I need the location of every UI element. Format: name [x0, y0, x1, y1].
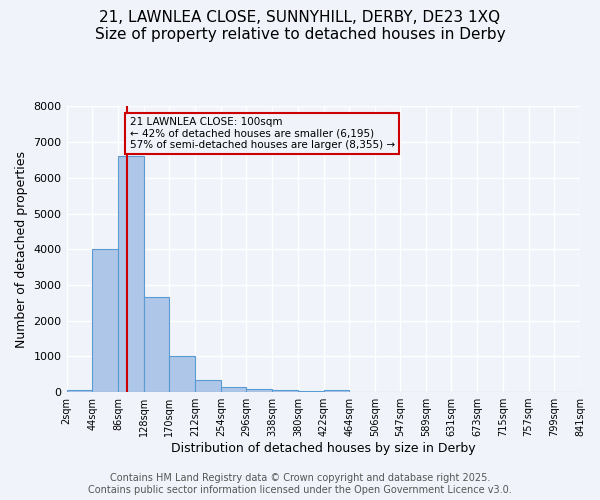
- Bar: [143, 298, 169, 392]
- Bar: [298, 391, 323, 392]
- Bar: [323, 390, 349, 392]
- Bar: [92, 249, 118, 392]
- Bar: [169, 356, 195, 392]
- Text: 21 LAWNLEA CLOSE: 100sqm
← 42% of detached houses are smaller (6,195)
57% of sem: 21 LAWNLEA CLOSE: 100sqm ← 42% of detach…: [130, 117, 395, 150]
- Y-axis label: Number of detached properties: Number of detached properties: [15, 150, 28, 348]
- Bar: [195, 380, 221, 392]
- Bar: [118, 156, 143, 392]
- Bar: [247, 389, 272, 392]
- Text: 21, LAWNLEA CLOSE, SUNNYHILL, DERBY, DE23 1XQ
Size of property relative to detac: 21, LAWNLEA CLOSE, SUNNYHILL, DERBY, DE2…: [95, 10, 505, 42]
- X-axis label: Distribution of detached houses by size in Derby: Distribution of detached houses by size …: [171, 442, 476, 455]
- Bar: [67, 390, 92, 392]
- Bar: [272, 390, 298, 392]
- Text: Contains HM Land Registry data © Crown copyright and database right 2025.
Contai: Contains HM Land Registry data © Crown c…: [88, 474, 512, 495]
- Bar: [221, 388, 247, 392]
